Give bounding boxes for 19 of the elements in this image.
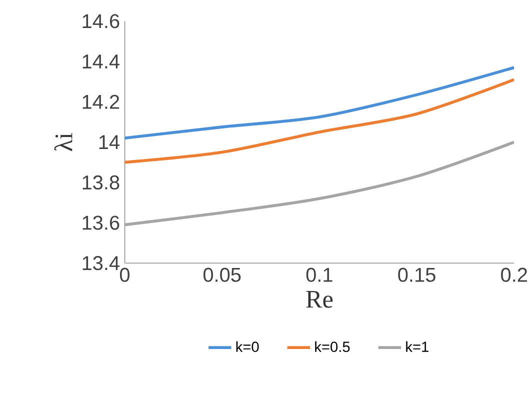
legend-label: k=0.5	[315, 341, 350, 352]
x-axis-title: Re	[306, 291, 333, 308]
y-tick-label: 13.8	[82, 175, 120, 190]
y-tick-label: 13.6	[82, 216, 120, 230]
line-series	[124, 78, 514, 164]
y-tick-label: 14.2	[82, 94, 120, 109]
y-tick-label: 14.4	[82, 54, 120, 68]
y-tick-label: 14.6	[82, 14, 120, 28]
x-tick-label: 0	[120, 268, 130, 282]
y-axis-title: λi	[54, 133, 72, 152]
y-tick-label: 13.4	[82, 256, 120, 270]
x-tick-label: 0.2	[501, 268, 527, 282]
x-tick-label: 0.15	[398, 268, 436, 282]
y-tick-label: 14	[99, 135, 120, 149]
legend-label: k=0	[236, 341, 259, 352]
line-series	[124, 66, 514, 140]
x-tick-label: 0.05	[203, 268, 241, 282]
legend-label: k=1	[406, 341, 428, 352]
x-tick-label: 0.1	[306, 268, 332, 282]
